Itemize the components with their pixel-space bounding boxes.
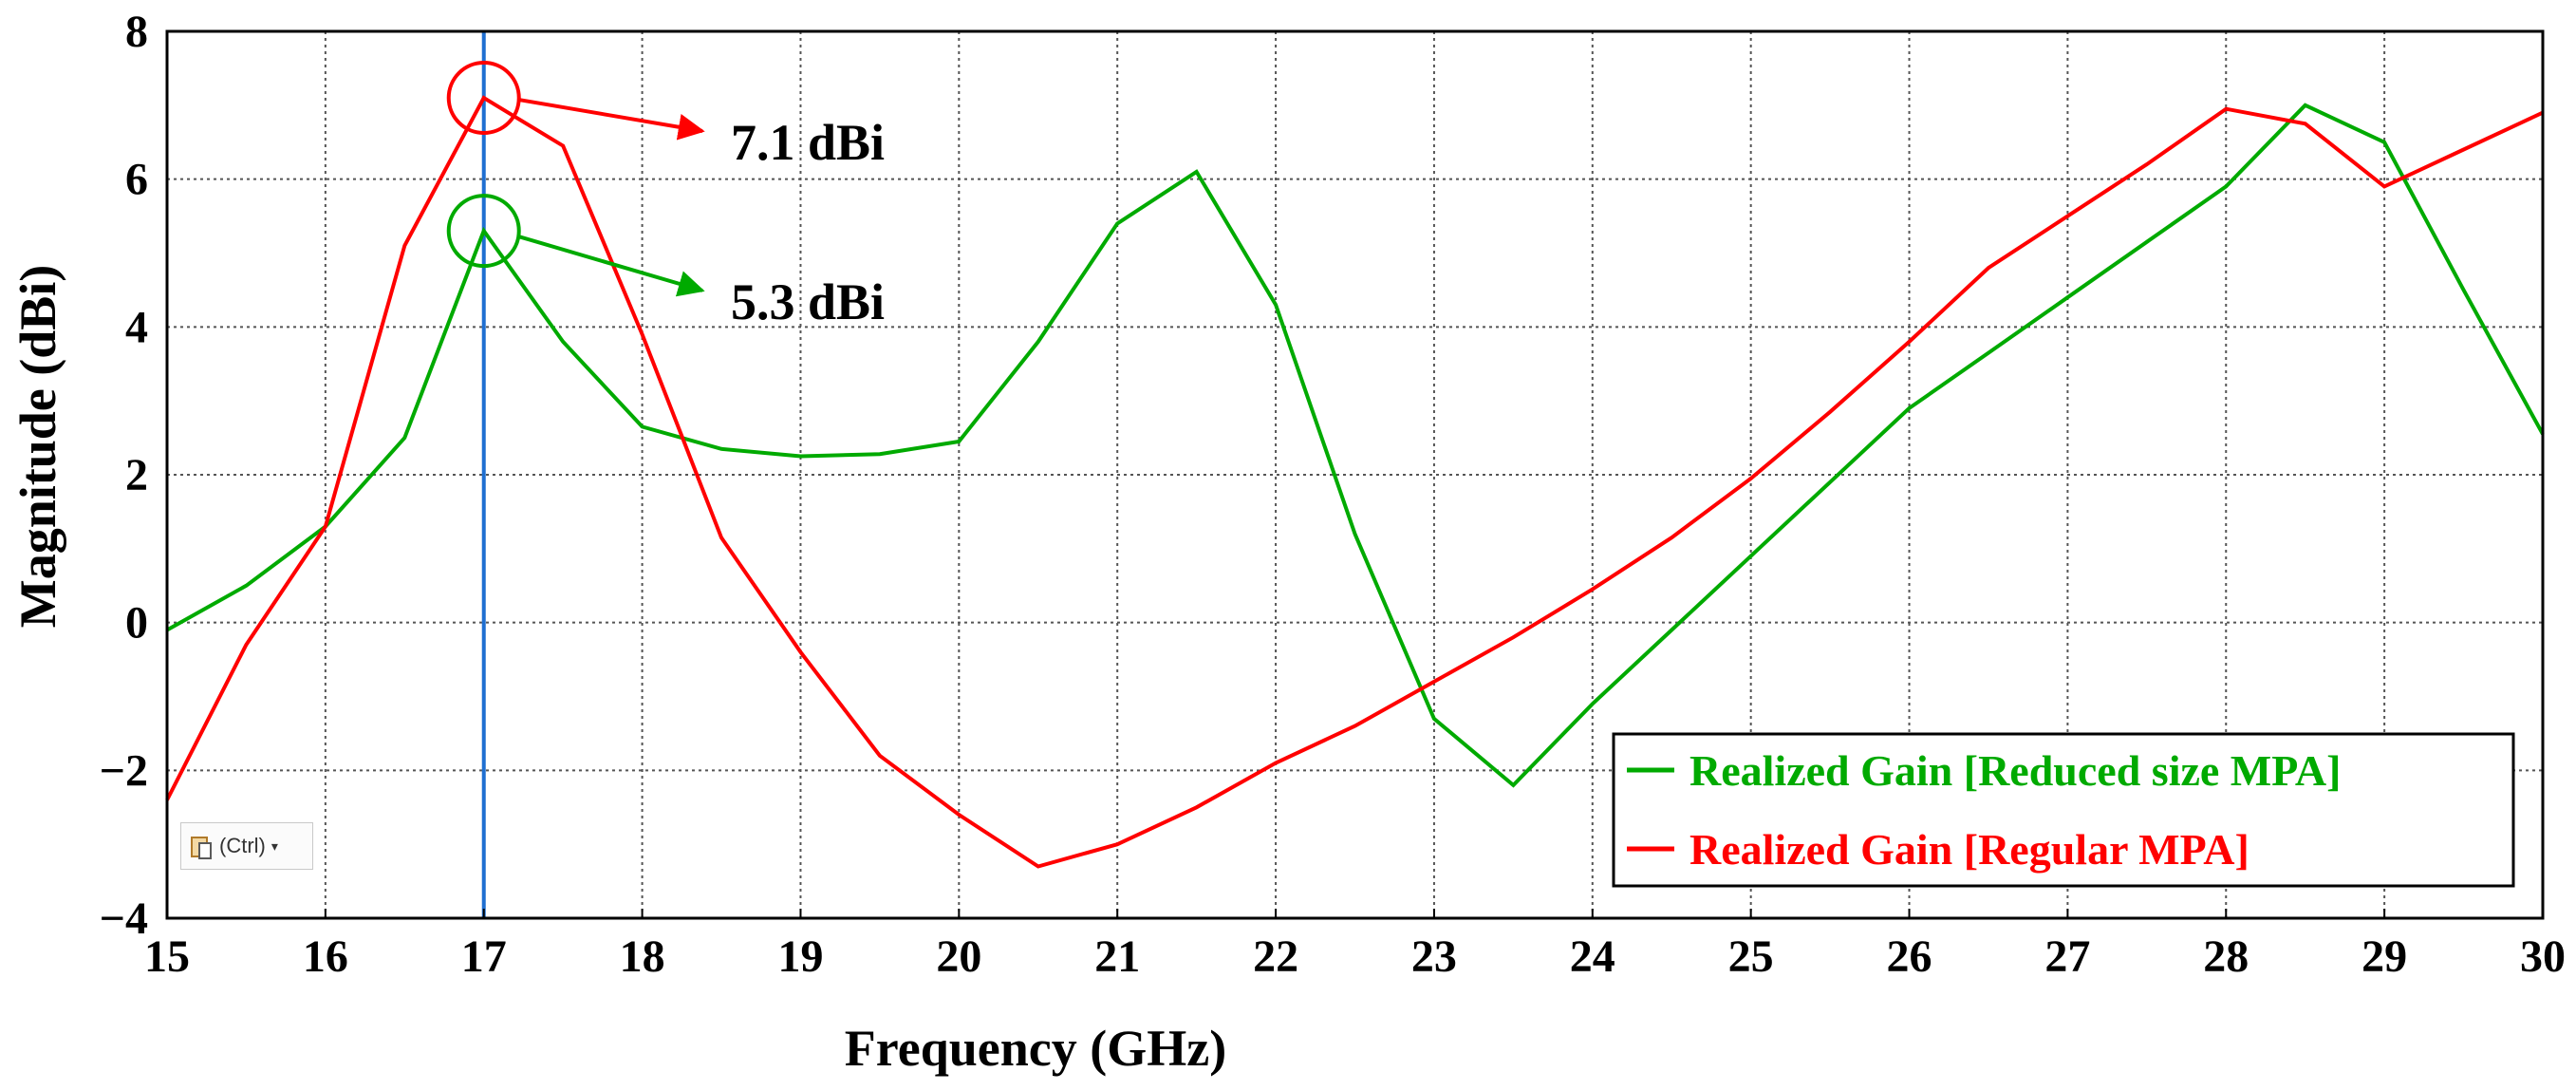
x-tick-label: 28	[2203, 931, 2249, 982]
y-tick-label: −2	[100, 745, 148, 796]
y-tick-label: 6	[125, 155, 148, 205]
clipboard-paste-icon	[189, 831, 214, 861]
x-tick-label: 27	[2044, 931, 2090, 982]
tick-layer: 15 16 17 18 19 20 21 22 23 24 25 26 27 28 29 30−4−20246…	[100, 7, 2566, 982]
series-line-reduced-size-mpa	[166, 103, 2545, 788]
annotation-arrow	[518, 235, 705, 297]
paste-options-label: (Ctrl)	[219, 834, 266, 857]
plot-frame	[165, 29, 2545, 920]
peak-highlight-circle	[446, 61, 521, 136]
x-tick-label: 16	[303, 931, 348, 982]
x-tick-label: 21	[1094, 931, 1140, 982]
x-tick-label: 19	[777, 931, 823, 982]
annotation-arrow	[518, 98, 705, 141]
x-tick-label: 30	[2520, 931, 2566, 982]
annotation-label: 5.3 dBi	[731, 273, 885, 330]
x-tick-label: 15	[144, 931, 190, 982]
x-axis-title: Frequency (GHz)	[845, 1020, 1226, 1077]
y-tick-label: 8	[125, 7, 148, 57]
frame-layer	[165, 29, 2545, 920]
x-tick-label: 18	[620, 931, 665, 982]
y-axis-title: Magnitude (dBi)	[9, 265, 66, 629]
y-tick-label: 0	[125, 598, 148, 649]
anno-layer: 7.1 dBi 5.3 dBi	[446, 61, 885, 330]
legend-entry-label: Realized Gain [Regular MPA]	[1689, 825, 2249, 874]
legend-entry-label: Realized Gain [Reduced size MPA]	[1689, 746, 2341, 795]
x-tick-label: 20	[936, 931, 981, 982]
y-tick-label: 4	[125, 302, 148, 352]
x-tick-label: 29	[2361, 931, 2407, 982]
chevron-down-icon: ▾	[271, 837, 278, 854]
x-tick-label: 24	[1570, 931, 1615, 982]
series-layer	[165, 95, 2545, 869]
legend-box	[1612, 732, 2515, 888]
x-tick-label: 17	[461, 931, 507, 982]
y-tick-label: −4	[100, 893, 148, 944]
legend-layer: Realized Gain [Reduced size MPA] Realized…	[1612, 732, 2515, 888]
x-tick-label: 23	[1411, 931, 1457, 982]
peak-highlight-circle	[446, 194, 521, 269]
paste-options-button[interactable]: (Ctrl) ▾	[180, 822, 313, 870]
x-tick-label: 25	[1728, 931, 1774, 982]
x-tick-label: 26	[1887, 931, 1932, 982]
x-tick-label: 22	[1253, 931, 1298, 982]
y-tick-label: 2	[125, 450, 148, 500]
annotation-label: 7.1 dBi	[731, 114, 885, 171]
series-line-regular-mpa	[165, 95, 2544, 869]
